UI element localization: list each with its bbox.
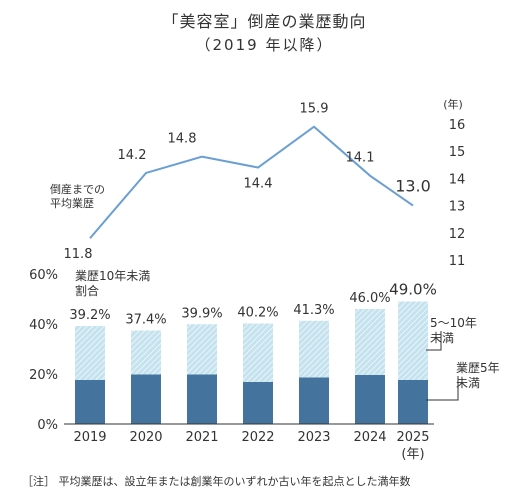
line-series-label: 倒産までの平均業歴: [50, 183, 105, 210]
bar-x-tick-label: 2022: [241, 430, 274, 445]
bar-segment-5-10: [398, 301, 428, 380]
bar-total-label: 40.2%: [237, 306, 278, 321]
bar-x-tick-label: 2021: [185, 430, 218, 445]
bar-x-tick-label: 2020: [129, 430, 162, 445]
bar-x-unit-label: (年): [401, 447, 424, 462]
bar-total-label: 46.0%: [349, 291, 390, 306]
line-y-tick-label: 13: [449, 200, 466, 215]
bar-x-tick-label: 2024: [353, 430, 386, 445]
line-data-label: 15.9: [300, 102, 329, 117]
bar-segment-5-10: [299, 320, 329, 378]
line-data-label: 14.8: [168, 132, 197, 147]
bar-segment-5-10: [131, 330, 161, 375]
chart-subtitle: （2019 年以降）: [195, 36, 334, 54]
bar-total-label: 37.4%: [125, 313, 166, 328]
bar-chart: 0% 20% 40% 60% 39.2% 2019 37.4% 2020 39.9% 2021 40…: [29, 268, 500, 462]
bar-total-label: 39.9%: [181, 306, 222, 321]
footnote: ［注］ 平均業歴は、設立年または創業年のいずれか古い年を起点とした満年数: [22, 475, 411, 488]
bar-segment-5-10: [243, 323, 273, 382]
bar-segment-under-5: [187, 374, 217, 424]
line-chart: 16 15 14 13 12 11 (年) 11.8 14.2 14.8 14.4 15.9 14.1 1…: [50, 97, 465, 269]
line-data-label: 11.8: [64, 247, 93, 262]
bar-totals-label: 業歴10年未満割合: [75, 269, 150, 298]
bar-segment-under-5: [299, 377, 329, 424]
legend-leader-line: [426, 331, 442, 351]
bar-y-tick-label: 60%: [29, 268, 58, 283]
legend-leader-line: [426, 376, 459, 401]
bar-segment-under-5: [398, 380, 428, 424]
line-y-unit-label: (年): [443, 97, 463, 111]
bar-total-label: 41.3%: [293, 303, 334, 318]
bar-segment-under-5: [131, 374, 161, 424]
line-data-label: 13.0: [395, 177, 431, 196]
bar-segment-under-5: [355, 375, 385, 424]
line-y-tick-label: 15: [449, 145, 466, 160]
bar-y-tick-label: 20%: [29, 368, 58, 383]
bar-x-tick-label: 2025: [396, 430, 429, 445]
bar-y-tick-label: 0%: [37, 418, 58, 433]
bar-y-tick-label: 40%: [29, 318, 58, 333]
legend-label-under-5: 業歴5年未満: [456, 361, 500, 390]
chart-title: 「美容室」倒産の業歴動向: [162, 12, 367, 31]
bar-segment-under-5: [75, 380, 105, 424]
bar-x-tick-label: 2019: [73, 430, 106, 445]
bar-total-label: 39.2%: [69, 308, 110, 323]
bar-segment-under-5: [243, 382, 273, 424]
line-data-label: 14.1: [346, 151, 375, 166]
line-y-tick-label: 14: [449, 172, 466, 187]
line-y-tick-label: 12: [449, 227, 466, 242]
bar-total-label: 49.0%: [389, 281, 437, 299]
bar-segment-5-10: [355, 309, 385, 375]
line-y-tick-label: 11: [449, 254, 466, 269]
line-series: [89, 125, 414, 239]
bar-segment-5-10: [75, 326, 105, 380]
line-data-label: 14.2: [118, 148, 147, 163]
legend-label-5-10: 5～10年未満: [430, 316, 477, 345]
bar-segment-5-10: [187, 324, 217, 375]
line-data-label: 14.4: [244, 177, 273, 192]
bar-x-tick-label: 2023: [297, 430, 330, 445]
line-y-tick-label: 16: [449, 118, 466, 133]
